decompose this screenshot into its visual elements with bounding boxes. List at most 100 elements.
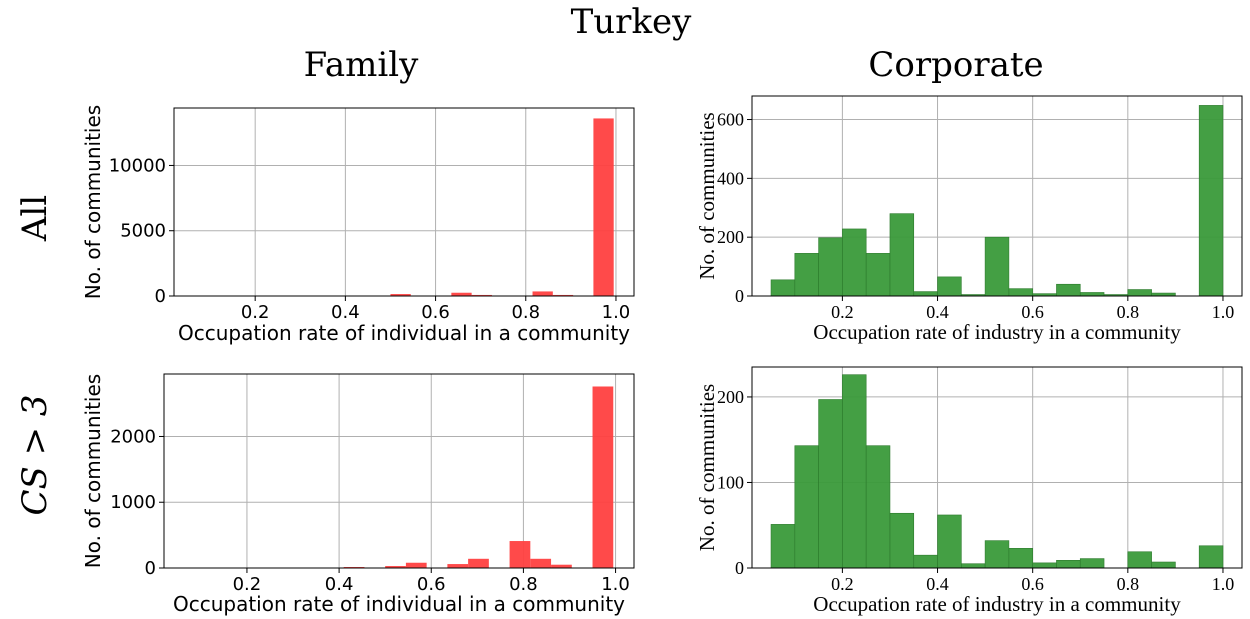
family-all-ylabel: No. of communities bbox=[81, 105, 105, 299]
family-cs3-ytick-label-2: 2000 bbox=[110, 426, 156, 447]
corporate-cs3-xtick-label-0: 0.2 bbox=[831, 574, 854, 594]
family-cs3-ylabel: No. of communities bbox=[81, 374, 105, 568]
corporate-all-bar-4 bbox=[865, 253, 891, 297]
corporate-cs3-xtick-label-3: 0.8 bbox=[1117, 574, 1140, 594]
family-cs3-bar-11 bbox=[405, 562, 427, 568]
figure-title: Turkey bbox=[571, 2, 693, 42]
corporate-all-ytick-label-1: 200 bbox=[717, 227, 744, 247]
corporate-cs3-ytick-label-0: 0 bbox=[735, 558, 744, 578]
corporate-all-ytick-label-2: 400 bbox=[717, 168, 744, 188]
family-all-bar-17 bbox=[532, 291, 553, 296]
corporate-cs3-bar-0 bbox=[770, 524, 796, 569]
family-all-xtick-label-3: 0.8 bbox=[511, 302, 540, 323]
family-all-xtick-label-4: 1.0 bbox=[602, 302, 631, 323]
family-cs3-bar-13 bbox=[447, 564, 469, 568]
family-cs3-xtick-label-1: 0.4 bbox=[325, 574, 354, 595]
family-all-bar-10 bbox=[390, 294, 411, 296]
column-title-corporate: Corporate bbox=[868, 45, 1043, 85]
family-cs3-chart: 0.2 0.4 0.6 0.8 1.0 0 1000 2000 Occupation rate … bbox=[81, 373, 635, 616]
family-cs3-bar-17 bbox=[530, 558, 552, 568]
family-cs3-xtick-label-0: 0.2 bbox=[233, 574, 262, 595]
family-cs3-bar-14 bbox=[468, 558, 489, 568]
row-label-cs3: CS > 3 bbox=[15, 394, 55, 515]
corporate-cs3-ytick-label-1: 100 bbox=[717, 472, 744, 492]
corporate-cs3-ytick-label-2: 200 bbox=[717, 387, 744, 407]
family-cs3-bar-10 bbox=[385, 566, 406, 568]
family-all-xtick-label-1: 0.4 bbox=[331, 302, 360, 323]
corporate-cs3-bar-18 bbox=[1198, 545, 1224, 569]
corporate-all-xlabel: Occupation rate of industry in a communi… bbox=[813, 320, 1181, 344]
corporate-all-xtick-label-3: 0.8 bbox=[1117, 302, 1140, 322]
corporate-all-xtick-label-0: 0.2 bbox=[831, 302, 854, 322]
corporate-all-bar-12 bbox=[1056, 283, 1081, 297]
corporate-cs3-frame bbox=[751, 366, 1243, 569]
corporate-cs3-ylabel: No. of communities bbox=[695, 384, 719, 551]
family-all-xtick-label-0: 0.2 bbox=[241, 302, 270, 323]
corporate-cs3-bar-13 bbox=[1079, 558, 1105, 569]
corporate-cs3-bar-15 bbox=[1127, 551, 1152, 569]
corporate-all-xtick-label-1: 0.4 bbox=[926, 302, 949, 322]
corporate-cs3-bar-6 bbox=[913, 554, 938, 569]
corporate-cs3-bar-2 bbox=[818, 399, 843, 569]
corporate-cs3-bar-12 bbox=[1056, 560, 1081, 569]
family-all-xtick-label-2: 0.6 bbox=[421, 302, 450, 323]
family-all-chart: 0.2 0.4 0.6 0.8 1.0 0 5000 10000 Occupation rate… bbox=[81, 105, 635, 345]
corporate-all-bar-9 bbox=[984, 236, 1010, 297]
corporate-cs3-xtick-label-1: 0.4 bbox=[926, 574, 949, 594]
family-all-xlabel: Occupation rate of individual in a commu… bbox=[178, 321, 630, 345]
corporate-all-ytick-label-3: 600 bbox=[717, 110, 744, 130]
family-all-bar-18 bbox=[552, 294, 574, 296]
corporate-cs3-bar-9 bbox=[984, 540, 1010, 569]
corporate-all-bar-1 bbox=[794, 253, 819, 297]
family-cs3-xtick-label-3: 0.8 bbox=[509, 574, 538, 595]
family-all-frame bbox=[173, 107, 635, 297]
family-all-bar-13 bbox=[451, 292, 472, 296]
corporate-all-frame bbox=[751, 95, 1243, 297]
column-title-family: Family bbox=[304, 45, 420, 85]
corporate-all-ylabel: No. of communities bbox=[695, 112, 719, 279]
family-all-bar-20 bbox=[593, 118, 614, 296]
family-all-bar-14 bbox=[471, 294, 492, 296]
family-all-ytick-label-1: 5000 bbox=[120, 221, 166, 242]
row-label-all: All bbox=[15, 195, 55, 242]
corporate-all-bar-18 bbox=[1198, 105, 1224, 297]
corporate-all-chart: 0.2 0.4 0.6 0.8 1.0 0 200 400 600 Occupation rate… bbox=[695, 95, 1243, 344]
corporate-all-bar-5 bbox=[889, 213, 915, 297]
corporate-cs3-bar-16 bbox=[1151, 561, 1176, 569]
corporate-cs3-bar-10 bbox=[1008, 548, 1033, 569]
corporate-all-bar-13 bbox=[1079, 292, 1105, 297]
corporate-cs3-chart: 0.2 0.4 0.6 0.8 1.0 0 100 200 Occupation rate of… bbox=[695, 366, 1243, 616]
family-all-ytick-label-0: 0 bbox=[155, 286, 166, 307]
corporate-all-bar-6 bbox=[913, 291, 938, 297]
corporate-cs3-bar-3 bbox=[842, 374, 867, 569]
family-cs3-xtick-label-2: 0.6 bbox=[417, 574, 446, 595]
corporate-cs3-bar-8 bbox=[961, 563, 986, 569]
corporate-cs3-bar-5 bbox=[889, 512, 915, 569]
family-cs3-ytick-label-1: 1000 bbox=[110, 492, 156, 513]
corporate-all-xtick-label-2: 0.6 bbox=[1021, 302, 1044, 322]
family-cs3-bar-16 bbox=[509, 541, 531, 568]
corporate-all-bar-2 bbox=[818, 237, 843, 297]
corporate-cs3-bar-1 bbox=[794, 445, 819, 569]
family-cs3-xtick-label-4: 1.0 bbox=[601, 574, 630, 595]
corporate-cs3-bar-11 bbox=[1032, 562, 1057, 569]
corporate-all-bar-7 bbox=[937, 276, 962, 297]
corporate-cs3-xlabel: Occupation rate of industry in a communi… bbox=[813, 592, 1181, 616]
corporate-all-ytick-label-0: 0 bbox=[735, 286, 744, 306]
corporate-all-xtick-label-4: 1.0 bbox=[1212, 302, 1235, 322]
corporate-all-bar-10 bbox=[1008, 288, 1033, 297]
family-cs3-ytick-label-0: 0 bbox=[145, 558, 156, 579]
family-cs3-bar-20 bbox=[592, 386, 614, 568]
family-cs3-xlabel: Occupation rate of individual in a commu… bbox=[173, 592, 625, 616]
corporate-all-bar-3 bbox=[842, 228, 867, 297]
corporate-cs3-xtick-label-2: 0.6 bbox=[1021, 574, 1044, 594]
family-cs3-bar-18 bbox=[551, 564, 572, 568]
corporate-all-bar-0 bbox=[770, 279, 796, 297]
corporate-cs3-bar-7 bbox=[937, 514, 962, 569]
family-all-ytick-label-2: 10000 bbox=[109, 155, 166, 176]
corporate-cs3-bar-4 bbox=[865, 445, 891, 569]
family-cs3-frame bbox=[163, 373, 635, 569]
corporate-cs3-xtick-label-4: 1.0 bbox=[1212, 574, 1235, 594]
